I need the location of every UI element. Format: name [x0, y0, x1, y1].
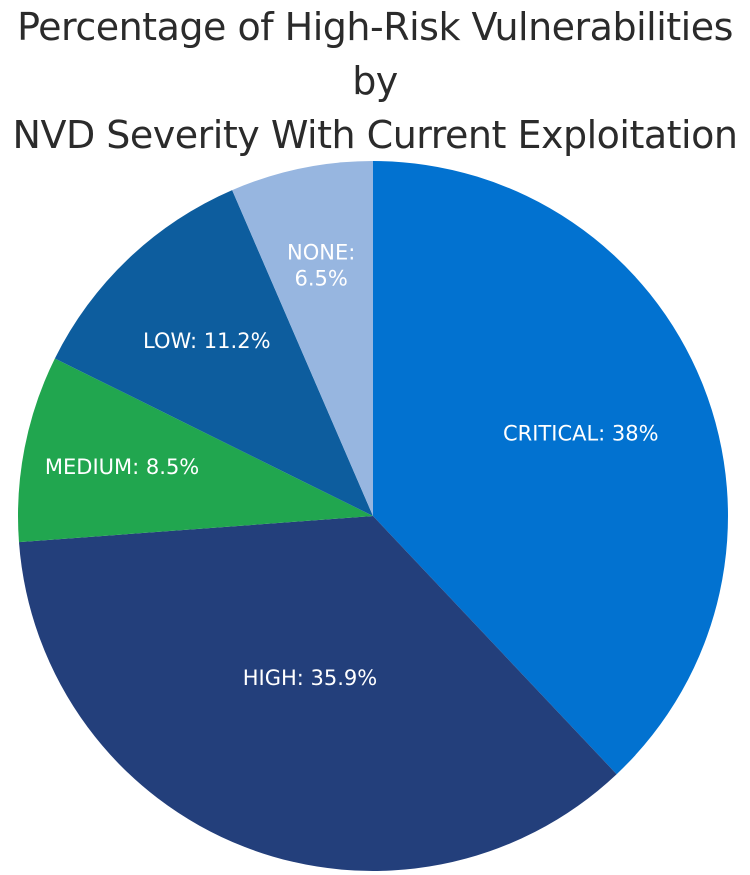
- pie-slice-low: [54, 190, 374, 516]
- pie-label-line: CRITICAL: 38%: [503, 421, 659, 445]
- pie-label-line: HIGH: 35.9%: [243, 666, 378, 690]
- pie-labels: CRITICAL: 38% HIGH: 35.9% MEDIUM: 8.5% LOW:…: [45, 241, 659, 691]
- pie-label-none: NONE: 6.5%: [287, 241, 355, 291]
- pie-label-high: HIGH: 35.9%: [243, 666, 378, 690]
- pie-label-line: 6.5%: [295, 267, 348, 291]
- pie-slice-none: [232, 161, 373, 516]
- pie-label-line: NONE:: [287, 241, 355, 265]
- pie-label-medium: MEDIUM: 8.5%: [45, 455, 199, 479]
- pie-slice-high: [18, 516, 617, 871]
- pie-label-low: LOW: 11.2%: [143, 329, 270, 353]
- chart-title-line-1: Percentage of High-Risk Vulnerabilities …: [17, 5, 733, 103]
- pie-slice-critical: [373, 161, 728, 775]
- chart-title: Percentage of High-Risk Vulnerabilities …: [0, 0, 750, 162]
- pie-slice-medium: [18, 358, 373, 543]
- pie-slices: [18, 161, 728, 871]
- chart-title-line-2: NVD Severity With Current Exploitation: [12, 113, 738, 157]
- pie-label-line: LOW: 11.2%: [143, 329, 270, 353]
- pie-label-line: MEDIUM: 8.5%: [45, 455, 199, 479]
- pie-label-critical: CRITICAL: 38%: [503, 421, 659, 445]
